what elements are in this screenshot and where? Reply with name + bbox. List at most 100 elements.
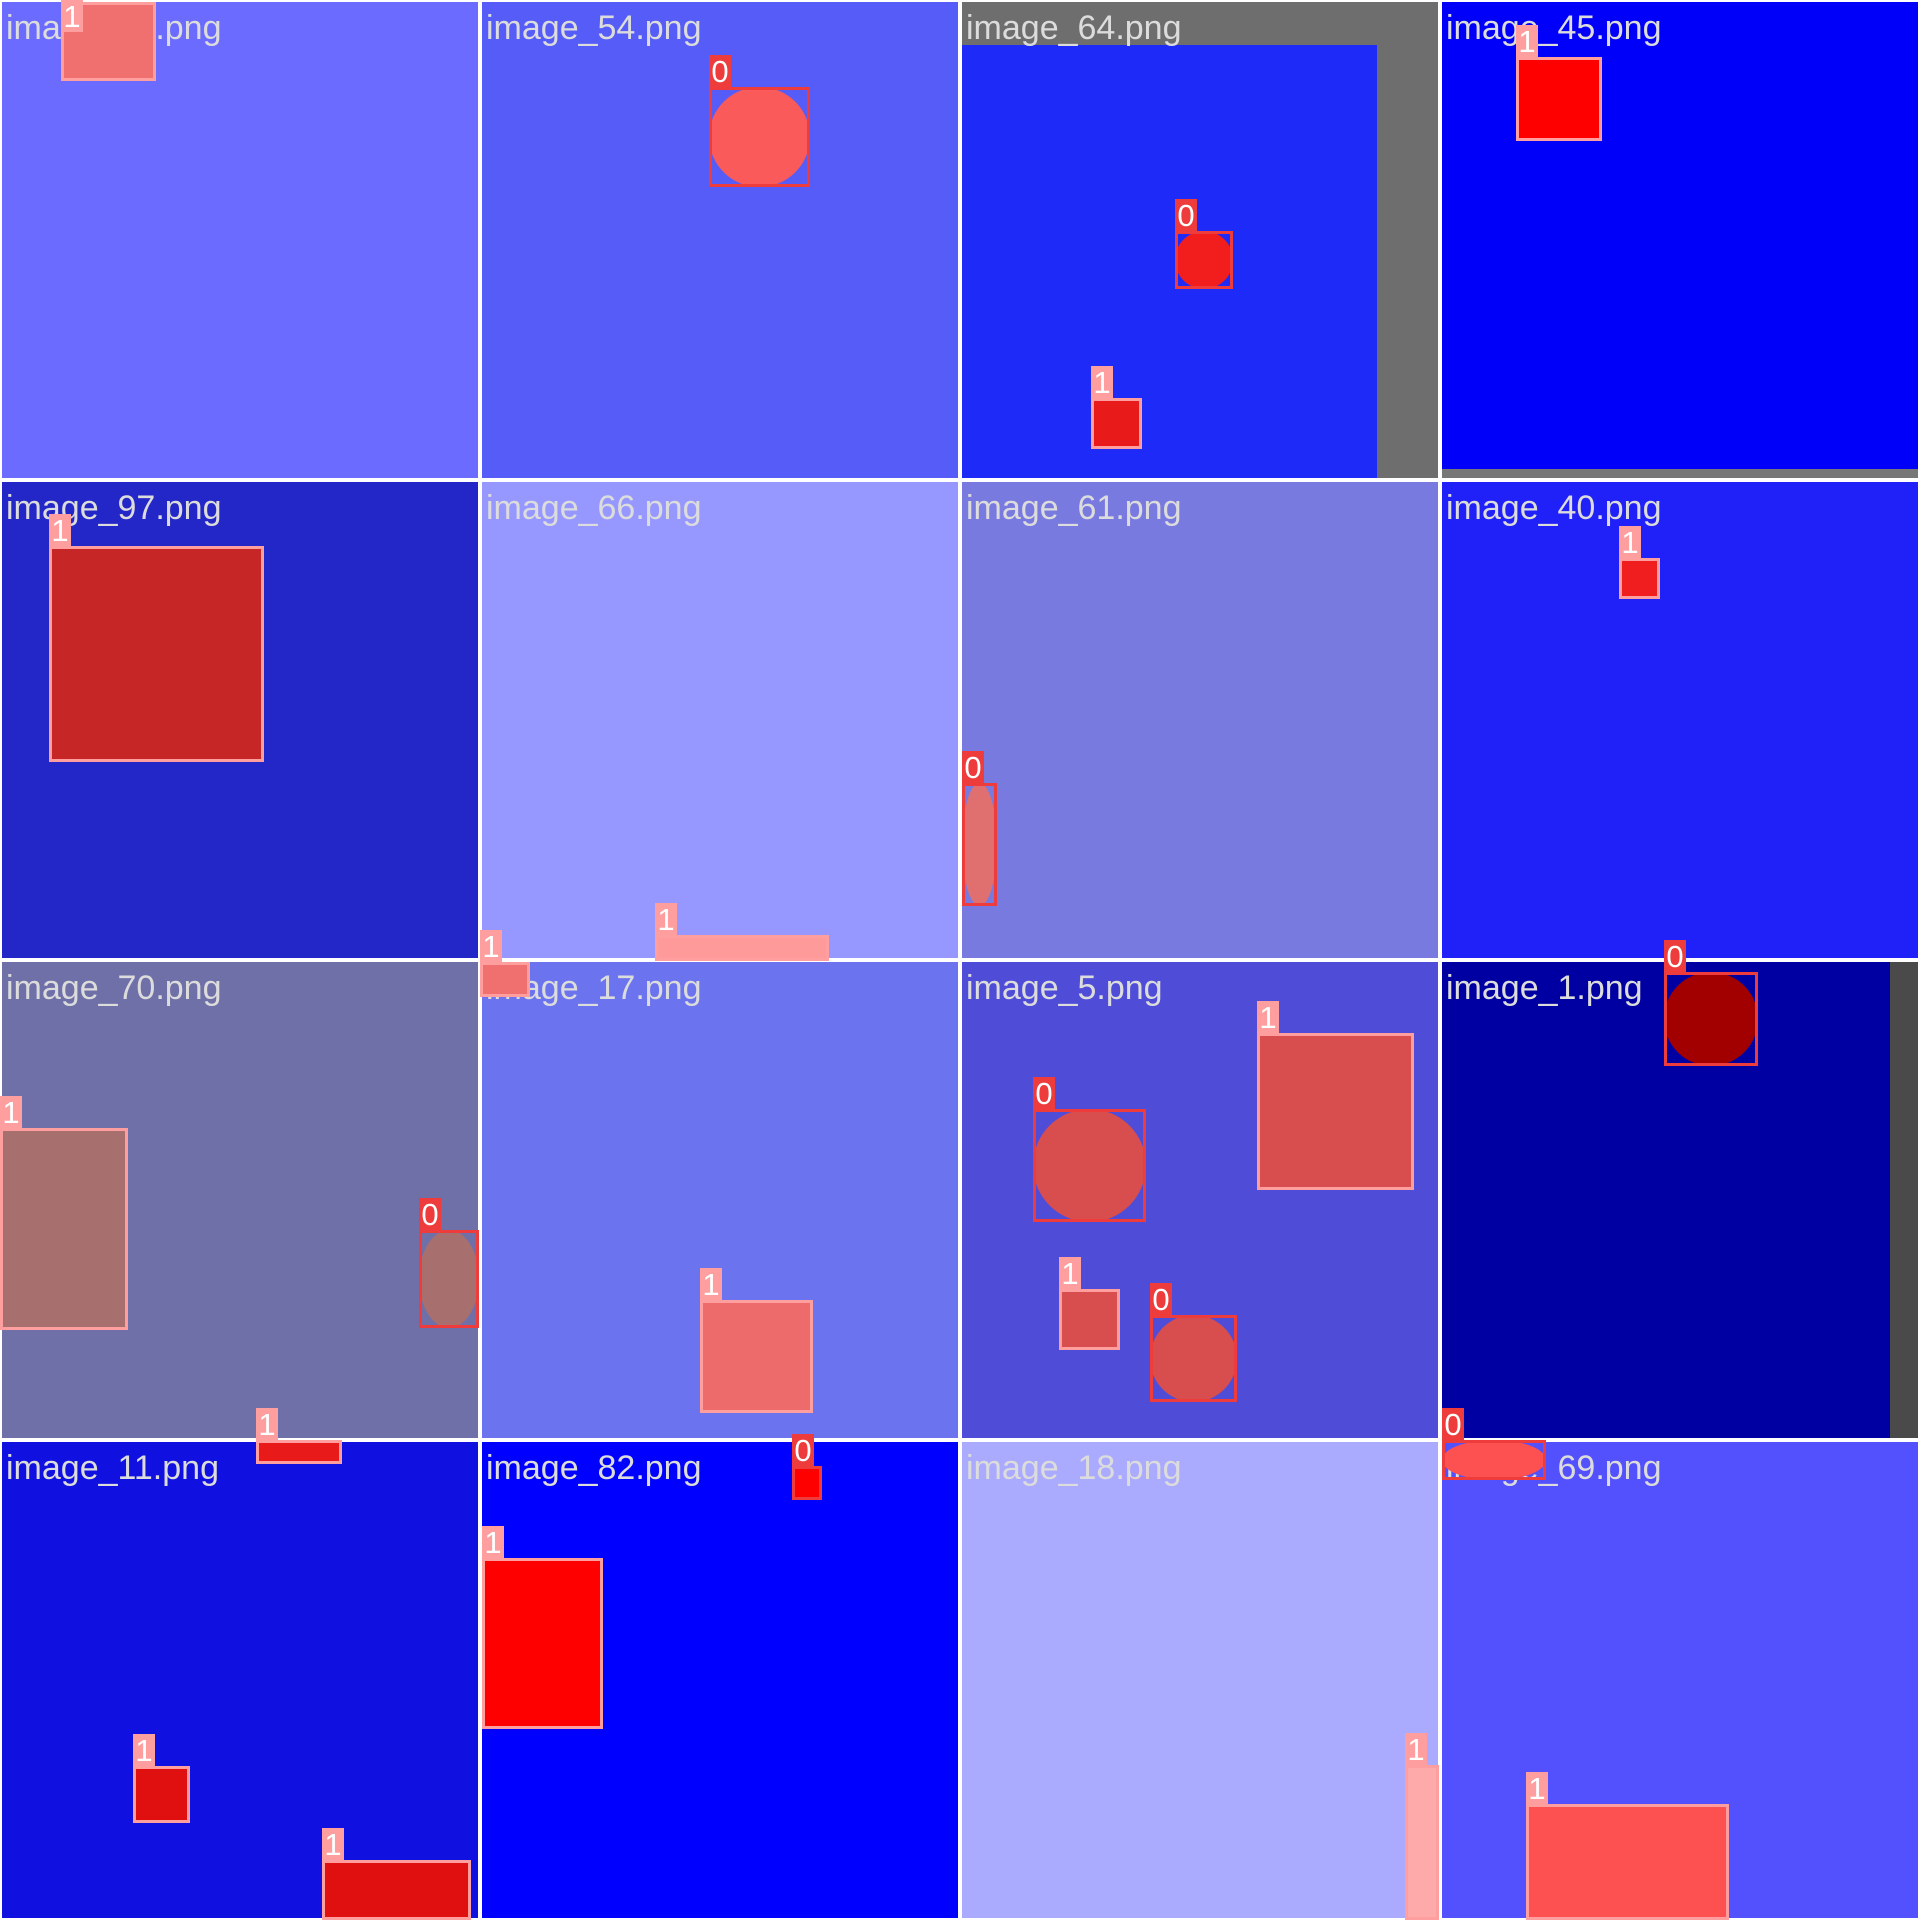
circle-object bbox=[962, 783, 997, 906]
bounding-box bbox=[1150, 1315, 1237, 1402]
image-filename-label: image_45.png bbox=[1446, 9, 1662, 47]
class-id-tag: 0 bbox=[709, 55, 731, 89]
circle-object bbox=[1175, 231, 1233, 289]
square-object bbox=[322, 1860, 471, 1920]
bounding-box bbox=[482, 1558, 603, 1729]
bounding-box bbox=[61, 2, 156, 81]
square-object bbox=[1526, 1804, 1729, 1920]
square-object bbox=[482, 1558, 603, 1729]
bounding-box bbox=[480, 962, 530, 997]
bounding-box bbox=[655, 935, 829, 961]
square-object bbox=[1405, 1765, 1439, 1920]
bounding-box bbox=[1442, 1440, 1546, 1480]
image-filename-label: image_64.png bbox=[966, 9, 1182, 47]
square-object bbox=[1516, 57, 1602, 141]
image-filename-label: image_82.png bbox=[486, 1449, 702, 1487]
class-id-tag: 0 bbox=[1150, 1283, 1172, 1317]
mosaic-tile: image_40.png bbox=[1442, 482, 1918, 958]
square-object bbox=[792, 1466, 822, 1500]
class-id-tag: 1 bbox=[480, 930, 502, 964]
class-id-tag: 1 bbox=[482, 1526, 504, 1560]
image-filename-label: image_54.png bbox=[486, 9, 702, 47]
mosaic-tile: image_45.png bbox=[1442, 2, 1918, 478]
class-id-tag: 0 bbox=[1442, 1408, 1464, 1442]
class-id-tag: 1 bbox=[1405, 1733, 1427, 1767]
bounding-box bbox=[1059, 1289, 1120, 1350]
mosaic-tile: image_11.png bbox=[2, 1442, 478, 1918]
class-id-tag: 1 bbox=[1516, 25, 1538, 59]
class-id-tag: 1 bbox=[1619, 526, 1641, 560]
bounding-box bbox=[1257, 1033, 1414, 1190]
bounding-box bbox=[1091, 398, 1142, 449]
class-id-tag: 1 bbox=[1059, 1257, 1081, 1291]
class-id-tag: 0 bbox=[419, 1198, 441, 1232]
mosaic-tile: image_18.png bbox=[962, 1442, 1438, 1918]
bounding-box bbox=[1033, 1109, 1146, 1222]
image-filename-label: image_70.png bbox=[6, 969, 222, 1007]
square-object bbox=[133, 1766, 190, 1823]
bounding-box bbox=[1526, 1804, 1729, 1920]
circle-object bbox=[1150, 1315, 1237, 1402]
square-object bbox=[1059, 1289, 1120, 1350]
circle-object bbox=[1664, 972, 1758, 1066]
class-id-tag: 0 bbox=[1175, 199, 1197, 233]
mosaic-tile: image_61.png bbox=[962, 482, 1438, 958]
class-id-tag: 0 bbox=[792, 1434, 814, 1468]
bounding-box bbox=[322, 1860, 471, 1920]
image-filename-label: image_18.png bbox=[966, 1449, 1182, 1487]
image-background bbox=[962, 45, 1377, 478]
bounding-box bbox=[419, 1230, 479, 1328]
image-filename-label: image_61.png bbox=[966, 489, 1182, 527]
class-id-tag: 0 bbox=[1664, 940, 1686, 974]
bounding-box bbox=[1516, 57, 1602, 141]
mosaic-tile: image_1.png bbox=[1442, 962, 1918, 1438]
class-id-tag: 1 bbox=[655, 903, 677, 937]
square-object bbox=[49, 546, 264, 762]
circle-object bbox=[1442, 1440, 1546, 1480]
square-object bbox=[256, 1440, 342, 1464]
square-object bbox=[480, 962, 530, 997]
class-id-tag: 1 bbox=[256, 1408, 278, 1442]
square-object bbox=[0, 1128, 128, 1330]
image-filename-label: image_97.png bbox=[6, 489, 222, 527]
image-filename-label: image_11.png bbox=[6, 1449, 219, 1487]
square-object bbox=[1091, 398, 1142, 449]
bounding-box bbox=[0, 1128, 128, 1330]
image-filename-label: image_66.png bbox=[486, 489, 702, 527]
square-object bbox=[1619, 558, 1660, 599]
circle-object bbox=[419, 1230, 479, 1328]
bounding-box bbox=[49, 546, 264, 762]
bounding-box bbox=[1175, 231, 1233, 289]
class-id-tag: 1 bbox=[1091, 366, 1113, 400]
class-id-tag: 1 bbox=[0, 1096, 22, 1130]
mosaic-tile: image_27.png bbox=[2, 2, 478, 478]
bounding-box bbox=[709, 87, 810, 187]
bounding-box bbox=[1619, 558, 1660, 599]
square-object bbox=[1257, 1033, 1414, 1190]
class-id-tag: 1 bbox=[700, 1268, 722, 1302]
bounding-box bbox=[1664, 972, 1758, 1066]
mosaic-tile: image_54.png bbox=[482, 2, 958, 478]
square-object bbox=[700, 1300, 813, 1413]
bounding-box bbox=[792, 1466, 822, 1500]
class-id-tag: 1 bbox=[61, 0, 83, 34]
bounding-box bbox=[1405, 1765, 1439, 1920]
class-id-tag: 1 bbox=[322, 1828, 344, 1862]
bounding-box bbox=[962, 783, 997, 906]
bounding-box bbox=[133, 1766, 190, 1823]
class-id-tag: 1 bbox=[133, 1734, 155, 1768]
image-filename-label: image_40.png bbox=[1446, 489, 1662, 527]
image-filename-label: image_1.png bbox=[1446, 969, 1643, 1007]
class-id-tag: 1 bbox=[49, 514, 71, 548]
class-id-tag: 1 bbox=[1526, 1772, 1548, 1806]
circle-object bbox=[1033, 1109, 1146, 1222]
bounding-box bbox=[256, 1440, 342, 1464]
circle-object bbox=[709, 87, 810, 187]
bounding-box bbox=[700, 1300, 813, 1413]
image-filename-label: image_5.png bbox=[966, 969, 1163, 1007]
class-id-tag: 0 bbox=[1033, 1077, 1055, 1111]
square-object bbox=[655, 935, 829, 961]
mosaic-tile: image_66.png bbox=[482, 482, 958, 958]
image-background bbox=[1442, 2, 1918, 469]
